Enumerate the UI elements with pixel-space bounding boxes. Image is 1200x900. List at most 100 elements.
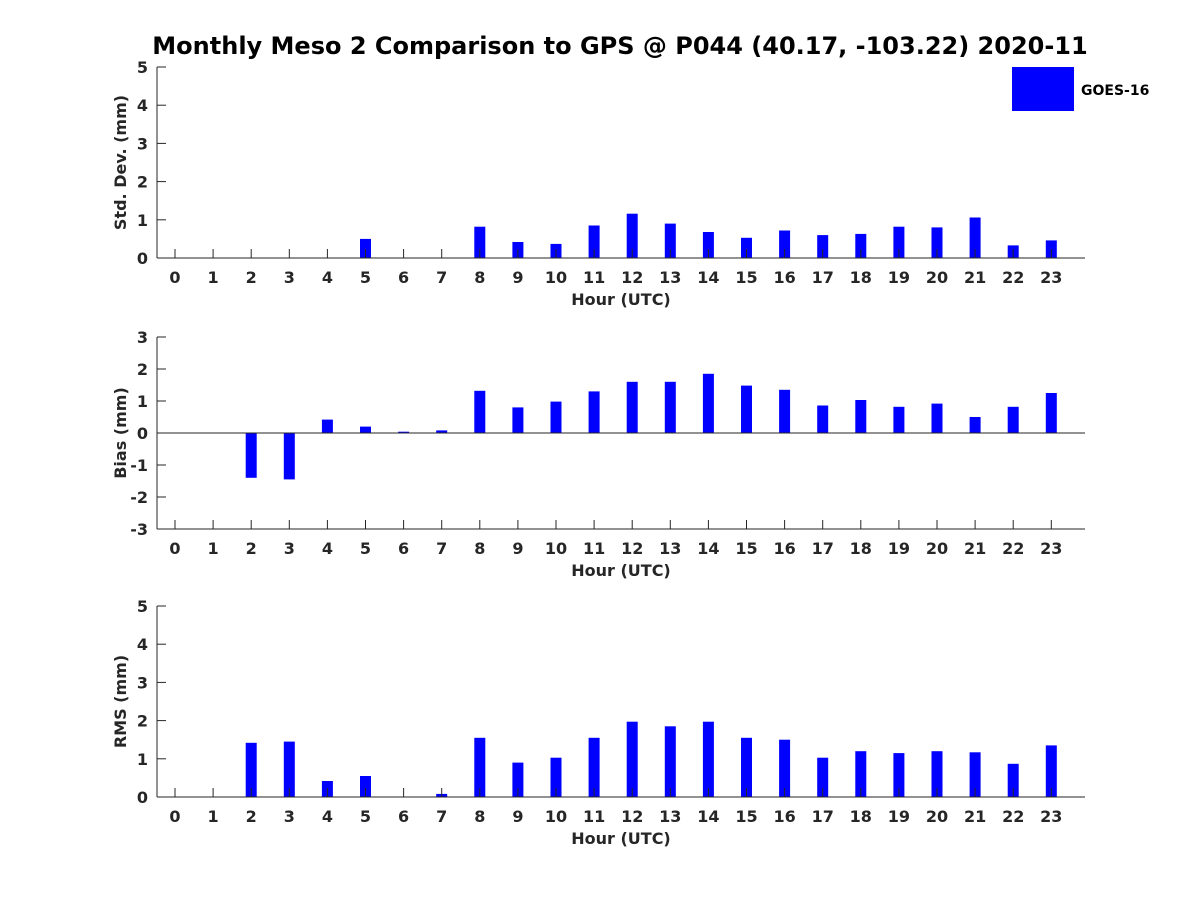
- bar-rms-hour-19: [893, 753, 905, 797]
- bar-std-dev-hour-20: [931, 227, 943, 258]
- x-tick-label-std-dev-21: 21: [964, 268, 986, 287]
- x-tick-label-rms-10: 10: [545, 807, 567, 826]
- x-tick-label-bias-0: 0: [169, 539, 180, 558]
- x-axis-label-bias: Hour (UTC): [571, 561, 671, 580]
- y-tick-label-bias-0: 0: [137, 424, 148, 443]
- x-tick-label-bias-3: 3: [284, 539, 295, 558]
- y-tick-label-rms-3: 3: [137, 673, 148, 692]
- x-axis-label-std-dev: Hour (UTC): [571, 290, 671, 309]
- x-axis-label-rms: Hour (UTC): [571, 829, 671, 848]
- y-tick-label-std-dev-3: 3: [137, 134, 148, 153]
- x-tick-label-bias-16: 16: [773, 539, 795, 558]
- bar-rms-hour-18: [855, 751, 867, 797]
- y-ticks-std-dev: 0 1 2 3 4 5: [137, 58, 166, 268]
- y-tick-label-bias-1: 1: [137, 392, 148, 411]
- chart-panel-rms: 0 1 2 3 4 5 6 7 8 9 10 11 12 13 14 15 16 17 18 19 20 21 22 23 0…: [111, 597, 1085, 848]
- y-axis-label-bias: Bias (mm): [111, 387, 130, 479]
- y-tick-label-std-dev-5: 5: [137, 58, 148, 77]
- bar-rms-hour-5: [360, 776, 371, 797]
- x-tick-label-rms-23: 23: [1040, 807, 1062, 826]
- x-tick-label-bias-14: 14: [697, 539, 719, 558]
- y-tick-label-bias--3: -3: [130, 520, 148, 539]
- x-tick-label-rms-9: 9: [512, 807, 523, 826]
- x-tick-label-std-dev-8: 8: [474, 268, 485, 287]
- bar-rms-hour-8: [474, 737, 486, 797]
- x-tick-label-std-dev-5: 5: [360, 268, 371, 287]
- bar-rms-hour-13: [664, 726, 676, 797]
- x-tick-label-bias-20: 20: [926, 539, 948, 558]
- bar-std-dev-hour-15: [741, 237, 752, 258]
- chart-panel-std-dev: 0 1 2 3 4 5 6 7 8 9 10 11 12 13 14 15 16 17 18 19 20 21 22 23 0…: [111, 58, 1085, 309]
- legend-swatch: [1012, 67, 1074, 111]
- y-tick-label-std-dev-1: 1: [137, 211, 148, 230]
- x-tick-label-rms-17: 17: [812, 807, 834, 826]
- bar-bias-hour-18: [855, 400, 867, 433]
- y-tick-label-rms-2: 2: [137, 712, 148, 731]
- x-tick-label-rms-16: 16: [773, 807, 795, 826]
- bar-marks-bias: [245, 373, 1057, 480]
- x-tick-label-std-dev-20: 20: [926, 268, 948, 287]
- bar-bias-hour-17: [817, 405, 829, 433]
- x-tick-label-rms-13: 13: [659, 807, 681, 826]
- bar-bias-hour-5: [360, 426, 371, 433]
- y-tick-label-rms-4: 4: [137, 635, 148, 654]
- x-tick-label-std-dev-9: 9: [512, 268, 523, 287]
- bar-bias-hour-19: [893, 406, 905, 433]
- y-tick-label-rms-0: 0: [137, 788, 148, 807]
- x-tick-label-bias-9: 9: [512, 539, 523, 558]
- y-tick-label-rms-5: 5: [137, 597, 148, 616]
- x-tick-label-std-dev-2: 2: [246, 268, 257, 287]
- bar-rms-hour-12: [626, 721, 638, 797]
- x-tick-label-rms-4: 4: [322, 807, 333, 826]
- x-tick-label-rms-1: 1: [208, 807, 219, 826]
- bar-bias-hour-10: [550, 401, 562, 433]
- x-tick-label-bias-1: 1: [208, 539, 219, 558]
- x-tick-label-std-dev-12: 12: [621, 268, 643, 287]
- y-ticks-rms: 0 1 2 3 4 5: [137, 597, 166, 807]
- bar-rms-hour-16: [779, 739, 791, 797]
- x-tick-label-std-dev-23: 23: [1040, 268, 1062, 287]
- bar-marks-rms: [245, 721, 1057, 797]
- figure-title: Monthly Meso 2 Comparison to GPS @ P044 …: [152, 32, 1087, 60]
- x-tick-label-bias-22: 22: [1002, 539, 1024, 558]
- x-tick-label-rms-18: 18: [850, 807, 872, 826]
- chart-panel-bias: 0 1 2 3 4 5 6 7 8 9 10 11 12 13 14 15 16 17 18 19 20 21 22 23 -…: [111, 328, 1085, 580]
- x-tick-label-bias-10: 10: [545, 539, 567, 558]
- bar-bias-hour-9: [512, 407, 524, 433]
- bar-rms-hour-23: [1045, 745, 1057, 797]
- x-tick-label-std-dev-3: 3: [284, 268, 295, 287]
- bar-rms-hour-21: [969, 752, 981, 797]
- bar-std-dev-hour-21: [969, 217, 981, 258]
- bar-bias-hour-20: [931, 403, 943, 433]
- x-tick-label-bias-8: 8: [474, 539, 485, 558]
- bar-std-dev-hour-17: [817, 235, 829, 258]
- x-tick-label-rms-12: 12: [621, 807, 643, 826]
- bar-rms-hour-20: [931, 751, 943, 797]
- x-tick-label-rms-22: 22: [1002, 807, 1024, 826]
- y-axis-label-rms: RMS (mm): [111, 655, 130, 748]
- bar-bias-hour-15: [741, 385, 752, 433]
- bar-std-dev-hour-13: [664, 223, 676, 258]
- bar-bias-hour-22: [1007, 406, 1019, 433]
- x-tick-label-bias-13: 13: [659, 539, 681, 558]
- x-tick-label-bias-21: 21: [964, 539, 986, 558]
- x-tick-label-rms-2: 2: [246, 807, 257, 826]
- x-tick-label-bias-15: 15: [735, 539, 757, 558]
- x-tick-label-std-dev-11: 11: [583, 268, 605, 287]
- x-tick-label-std-dev-10: 10: [545, 268, 567, 287]
- x-tick-label-rms-19: 19: [888, 807, 910, 826]
- x-tick-label-std-dev-22: 22: [1002, 268, 1024, 287]
- bar-bias-hour-11: [588, 391, 600, 433]
- x-tick-label-rms-7: 7: [436, 807, 447, 826]
- x-tick-label-std-dev-15: 15: [735, 268, 757, 287]
- x-tick-label-bias-23: 23: [1040, 539, 1062, 558]
- x-tick-label-std-dev-0: 0: [169, 268, 180, 287]
- x-tick-label-bias-6: 6: [398, 539, 409, 558]
- x-ticks-rms: 0 1 2 3 4 5 6 7 8 9 10 11 12 13 14 15 16 17 18 19 20 21 22 23: [169, 788, 1062, 826]
- bar-rms-hour-9: [512, 762, 524, 797]
- x-tick-label-rms-8: 8: [474, 807, 485, 826]
- bar-rms-hour-14: [702, 721, 714, 797]
- y-tick-label-std-dev-4: 4: [137, 96, 148, 115]
- x-tick-label-std-dev-1: 1: [208, 268, 219, 287]
